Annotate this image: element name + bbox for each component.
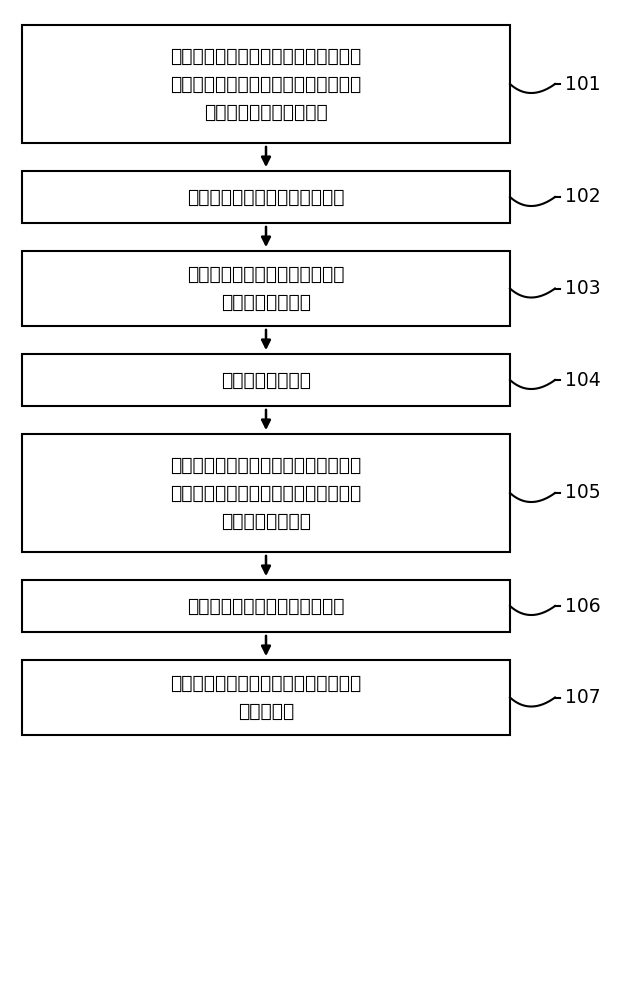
Text: 执行预非晶化离子注入，以在未被第一
栅极结构和第二栅极结构覆盖的半导体
衬底中形成非晶层: 执行预非晶化离子注入，以在未被第一 栅极结构和第二栅极结构覆盖的半导体 衬底中形… [170, 456, 362, 530]
Text: 101: 101 [565, 75, 600, 94]
Text: 104: 104 [565, 370, 601, 389]
Text: 在核心区域执行晕环离子注入和浅掺杂
漏离子注入: 在核心区域执行晕环离子注入和浅掺杂 漏离子注入 [170, 674, 362, 721]
Bar [22, 660, 510, 735]
Bar [22, 251, 510, 326]
Bar [22, 171, 510, 223]
Text: 103: 103 [565, 279, 600, 298]
Text: 在周边区域执行晕环离子注入和
浅掺杂漏离子注入: 在周边区域执行晕环离子注入和 浅掺杂漏离子注入 [187, 265, 345, 312]
Text: 105: 105 [565, 484, 600, 502]
Text: 107: 107 [565, 688, 600, 707]
Text: 在核心区域上形成第一光刻胶层: 在核心区域上形成第一光刻胶层 [187, 188, 345, 207]
Bar [22, 25, 510, 143]
Bar [22, 434, 510, 552]
Text: 在周边区域上形成第二光刻胶层: 在周边区域上形成第二光刻胶层 [187, 596, 345, 615]
Bar [22, 354, 510, 406]
Bar [22, 580, 510, 632]
Text: 106: 106 [565, 596, 600, 615]
Text: 去除第一光刻胶层: 去除第一光刻胶层 [221, 370, 311, 389]
Text: 提供半导体衬底，该半导体衬底上形成
有位于核心区域的第一栅极结构和位于
周边区域的第二栅极结构: 提供半导体衬底，该半导体衬底上形成 有位于核心区域的第一栅极结构和位于 周边区域… [170, 46, 362, 121]
Text: 102: 102 [565, 188, 600, 207]
